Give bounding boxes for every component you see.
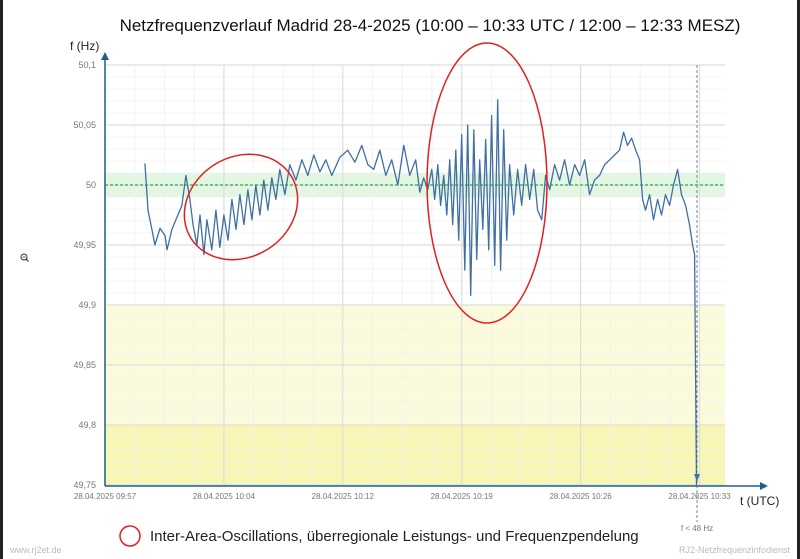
y-axis-arrow-icon xyxy=(101,52,109,60)
legend-label: Inter-Area-Oscillations, überregionale L… xyxy=(150,528,639,545)
oscillation-highlight-1 xyxy=(183,153,299,261)
y-axis-label: f (Hz) xyxy=(70,39,99,53)
drop-marker-arrow-icon xyxy=(694,474,700,481)
footer-website: www.rj2et.de xyxy=(9,545,62,555)
window-border-right xyxy=(797,0,800,559)
window-border-left xyxy=(0,0,3,559)
band-2 xyxy=(105,425,725,485)
x-tick-label: 28.04.2025 10:04 xyxy=(193,492,256,501)
y-tick-label: 50,05 xyxy=(73,120,96,130)
x-axis-arrow-icon xyxy=(760,482,768,490)
chart-title: Netzfrequenzverlauf Madrid 28-4-2025 (10… xyxy=(120,16,741,35)
drop-marker-label: f < 48 Hz xyxy=(681,524,713,533)
y-tick-label: 50 xyxy=(86,180,96,190)
x-tick-label: 28.04.2025 10:19 xyxy=(431,492,494,501)
y-tick-label: 50,1 xyxy=(78,60,96,70)
x-tick-label: 28.04.2025 10:12 xyxy=(312,492,375,501)
y-tick-label: 49,75 xyxy=(73,480,96,490)
legend-ellipse-icon xyxy=(119,525,141,547)
x-tick-label: 28.04.2025 09:57 xyxy=(74,492,137,501)
x-tick-label: 28.04.2025 10:33 xyxy=(668,492,731,501)
footer-service-name: RJ2-Netzfrequenzinfodienst xyxy=(679,545,791,555)
frequency-series-line xyxy=(144,99,698,486)
oscillation-highlight-2 xyxy=(426,42,548,324)
y-tick-label: 49,9 xyxy=(78,300,96,310)
y-tick-label: 49,85 xyxy=(73,360,96,370)
y-tick-label: 49,95 xyxy=(73,240,96,250)
zoom-out-icon[interactable] xyxy=(20,253,29,262)
x-axis-label: t (UTC) xyxy=(740,494,779,508)
x-tick-label: 28.04.2025 10:26 xyxy=(549,492,612,501)
y-tick-label: 49,8 xyxy=(78,420,96,430)
